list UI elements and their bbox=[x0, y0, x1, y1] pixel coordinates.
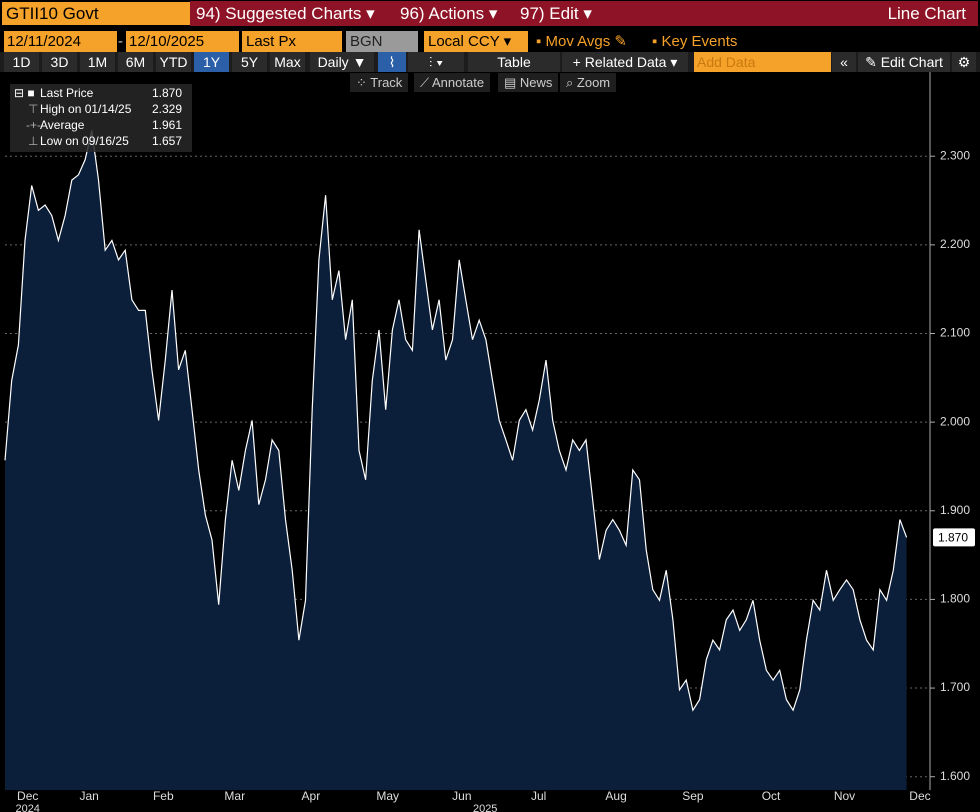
stat-label: Average bbox=[40, 118, 85, 132]
currency[interactable]: Local CCY ▾ bbox=[424, 31, 528, 52]
last-value-label: 1.870 bbox=[938, 531, 968, 545]
x-tick-label: Sep bbox=[682, 789, 704, 803]
stat-label: High on 01/14/25 bbox=[40, 102, 132, 116]
x-tick-label: Dec bbox=[909, 789, 930, 803]
x-tick-label: Dec bbox=[17, 789, 38, 803]
y-tick-label: 2.000 bbox=[940, 414, 970, 428]
legend-marker: ⊟ ■ bbox=[14, 86, 35, 100]
tool[interactable]: ⟋ Annotate bbox=[414, 73, 491, 92]
option[interactable]: ▪ Key Events bbox=[652, 33, 738, 50]
add-data-input[interactable]: Add Data bbox=[694, 52, 831, 72]
period-button[interactable]: 1M bbox=[80, 52, 115, 72]
y-tick-label: 2.300 bbox=[940, 148, 970, 162]
y-tick-label: 1.700 bbox=[940, 680, 970, 694]
x-year-label: 2024 bbox=[15, 803, 39, 812]
title-bar: GTII10 Govt 94) Suggested Charts ▾ 96) A… bbox=[0, 0, 980, 27]
edit-chart-label: Edit Chart bbox=[880, 54, 943, 70]
x-tick-label: May bbox=[376, 789, 399, 803]
edit-chart[interactable]: ✎ Edit Chart bbox=[858, 52, 950, 72]
start-date[interactable]: 12/11/2024 bbox=[4, 31, 117, 52]
line-icon[interactable]: ⌇ bbox=[378, 52, 406, 72]
menu[interactable]: 97) Edit ▾ bbox=[514, 1, 602, 26]
menu-label: 97) Edit bbox=[520, 4, 579, 23]
x-tick-label: Oct bbox=[762, 789, 781, 803]
period-button[interactable]: YTD bbox=[156, 52, 191, 72]
bar-icon[interactable]: ⫶ ▾ bbox=[408, 52, 464, 72]
x-tick-label: Feb bbox=[153, 789, 174, 803]
period-bar: Daily ▼ ⌇ ⫶ ▾ Table + Related Data ▾ Add… bbox=[0, 52, 980, 72]
legend-label: Last Price bbox=[40, 86, 94, 100]
frequency[interactable]: Daily ▼ bbox=[310, 52, 374, 72]
x-tick-label: Aug bbox=[605, 789, 626, 803]
x-tick-label: Nov bbox=[834, 789, 855, 803]
option[interactable]: ▪ Mov Avgs ✎ bbox=[536, 33, 628, 50]
period-button[interactable]: 6M bbox=[118, 52, 153, 72]
tool-label: Annotate bbox=[432, 75, 485, 90]
stat-value: 2.329 bbox=[152, 102, 183, 116]
menu-label: 94) Suggested Charts bbox=[196, 4, 362, 23]
field[interactable]: Last Px bbox=[242, 31, 342, 52]
date-separator: - bbox=[118, 33, 123, 50]
area bbox=[5, 130, 907, 790]
x-tick-label: Jun bbox=[452, 789, 471, 803]
x-tick-label: Jan bbox=[79, 789, 98, 803]
security-input[interactable]: GTII10 Govt bbox=[2, 2, 190, 25]
tool[interactable]: ⁘ Track bbox=[350, 73, 409, 92]
settings-bar: 12/11/2024 - 12/10/2025 Last Px BGN Loca… bbox=[0, 31, 980, 52]
tool[interactable]: ⌕ Zoom bbox=[560, 73, 617, 92]
period-button[interactable]: 1D bbox=[4, 52, 39, 72]
period-button[interactable]: Max bbox=[270, 52, 305, 72]
settings[interactable]: ⚙ bbox=[952, 52, 976, 72]
period-button[interactable]: 3D bbox=[42, 52, 77, 72]
stat-value: 1.961 bbox=[152, 118, 183, 132]
menu[interactable]: 94) Suggested Charts ▾ bbox=[190, 1, 396, 26]
currency-label: Local CCY bbox=[428, 33, 500, 50]
y-tick-label: 2.200 bbox=[940, 237, 970, 251]
x-tick-label: Apr bbox=[302, 789, 321, 803]
legend-marker: -+- bbox=[26, 118, 41, 132]
chart-kind: Line Chart bbox=[600, 1, 978, 26]
y-tick-label: 2.100 bbox=[940, 326, 970, 340]
legend-value: 1.870 bbox=[152, 86, 183, 100]
x-tick-label: Jul bbox=[531, 789, 546, 803]
related-button[interactable]: + Related Data ▾ bbox=[562, 52, 688, 72]
x-year-label: 2025 bbox=[473, 803, 497, 812]
collapse[interactable]: « bbox=[832, 52, 856, 72]
option-label: Key Events bbox=[661, 33, 738, 50]
line bbox=[4, 130, 908, 712]
period-button[interactable]: 5Y bbox=[232, 52, 267, 72]
y-tick-label: 1.900 bbox=[940, 503, 970, 517]
tool-label: News bbox=[519, 75, 553, 90]
tool[interactable]: ▤ News bbox=[498, 73, 559, 92]
stat-label: Low on 09/16/25 bbox=[40, 134, 129, 148]
period-button[interactable]: 1Y bbox=[194, 52, 229, 72]
stat-value: 1.657 bbox=[152, 134, 183, 148]
tool-label: Track bbox=[370, 75, 403, 90]
menu-label: 96) Actions bbox=[400, 4, 485, 23]
tool-label: Zoom bbox=[576, 75, 611, 90]
table-button[interactable]: Table bbox=[468, 52, 560, 72]
x-tick-label: Mar bbox=[224, 789, 245, 803]
y-tick-label: 1.600 bbox=[940, 769, 970, 783]
legend: ⊟ ■ Last Price 1.870 ⊤ High on 01/14/25 … bbox=[10, 84, 192, 152]
frequency-label: Daily bbox=[317, 54, 349, 70]
legend-marker: ⊥ bbox=[28, 134, 39, 148]
related-label: Related Data bbox=[584, 54, 667, 70]
source[interactable]: BGN bbox=[346, 31, 418, 52]
menu[interactable]: 96) Actions ▾ bbox=[394, 1, 516, 26]
last-value-tag bbox=[933, 528, 975, 547]
y-tick-label: 1.800 bbox=[940, 592, 970, 606]
end-date[interactable]: 12/10/2025 bbox=[126, 31, 239, 52]
option-label: Mov Avgs bbox=[545, 33, 611, 50]
legend-marker: ⊤ bbox=[28, 102, 39, 116]
